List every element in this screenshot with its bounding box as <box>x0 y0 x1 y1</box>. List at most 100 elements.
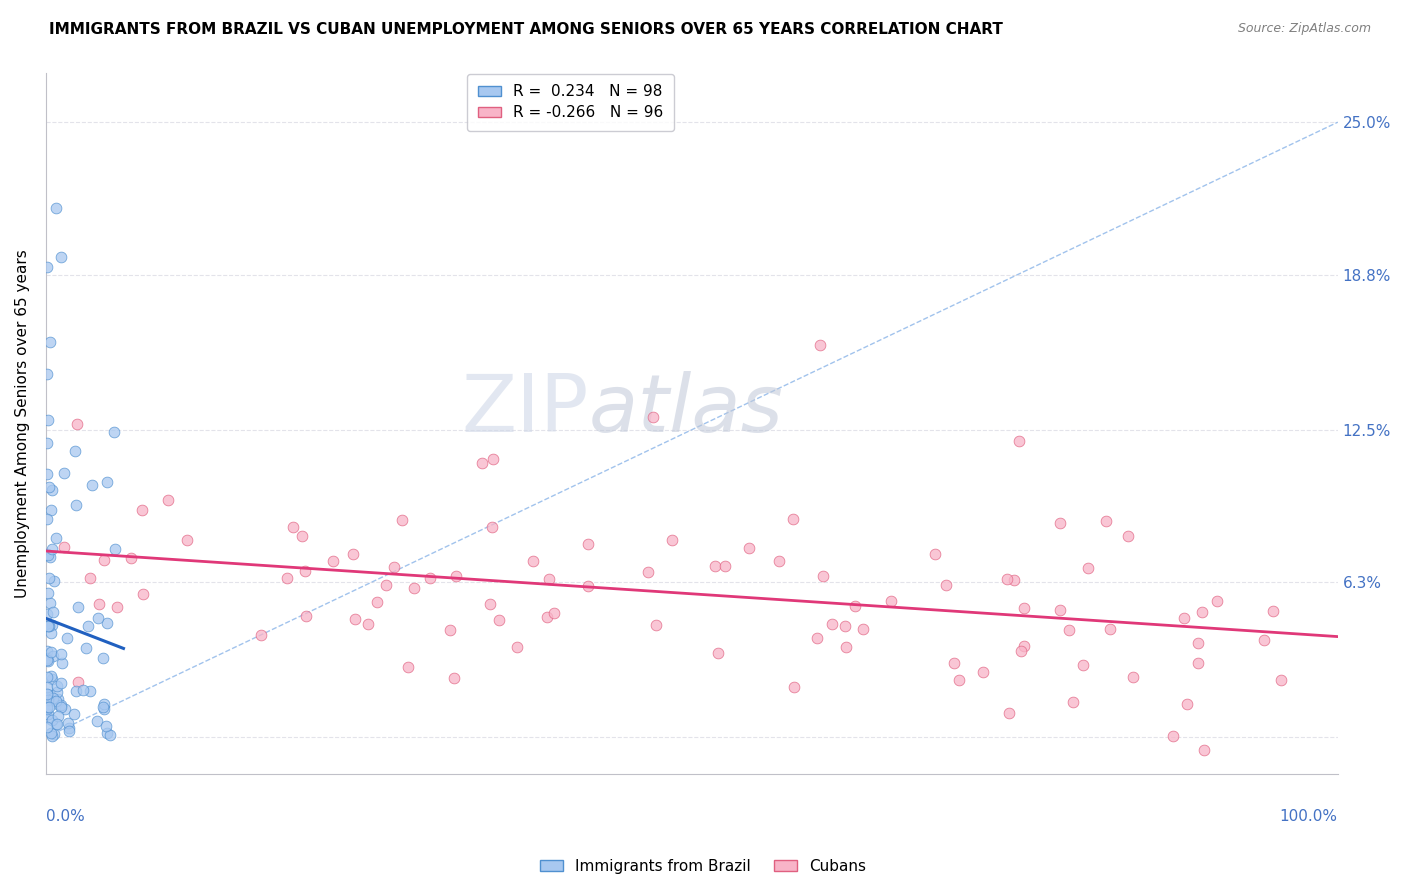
Point <box>45 684 67 698</box>
Point <box>42 690 65 705</box>
Point <box>66 675 89 690</box>
Point <box>45 694 67 708</box>
Point <box>37 586 59 600</box>
Point <box>49 647 72 661</box>
Point <box>41 730 63 744</box>
Point <box>444 569 467 583</box>
Point <box>53 702 76 716</box>
Point <box>35 607 58 621</box>
Point <box>997 706 1019 720</box>
Point <box>37 619 59 633</box>
Point <box>49 700 72 714</box>
Point <box>56 716 79 731</box>
Point <box>811 569 834 583</box>
Point <box>322 554 344 568</box>
Point <box>39 668 62 682</box>
Point <box>39 335 62 350</box>
Point <box>342 547 364 561</box>
Point <box>419 571 441 585</box>
Point <box>443 672 465 686</box>
Legend: R =  0.234   N = 98, R = -0.266   N = 96: R = 0.234 N = 98, R = -0.266 N = 96 <box>467 74 673 131</box>
Text: atlas: atlas <box>589 370 783 449</box>
Point <box>65 498 87 512</box>
Point <box>35 670 58 684</box>
Point <box>374 578 396 592</box>
Point <box>294 609 316 624</box>
Point <box>35 680 58 694</box>
Point <box>806 631 828 645</box>
Point <box>808 338 831 352</box>
Point <box>51 698 73 712</box>
Point <box>37 436 59 450</box>
Point <box>35 467 58 481</box>
Point <box>45 717 67 731</box>
Point <box>37 619 59 633</box>
Text: ZIP: ZIP <box>461 370 589 449</box>
Point <box>39 645 62 659</box>
Point <box>1012 601 1035 615</box>
Point <box>82 478 104 492</box>
Point <box>478 597 501 611</box>
Point <box>536 610 558 624</box>
Point <box>38 596 60 610</box>
Point <box>45 202 67 216</box>
Point <box>283 520 305 534</box>
Point <box>439 623 461 637</box>
Point <box>38 479 60 493</box>
Point <box>37 548 59 562</box>
Point <box>35 367 58 381</box>
Point <box>46 692 69 706</box>
Point <box>35 512 58 526</box>
Point <box>537 572 560 586</box>
Point <box>41 713 63 727</box>
Point <box>1116 529 1139 543</box>
Point <box>41 618 63 632</box>
Point <box>87 598 110 612</box>
Point <box>46 680 69 694</box>
Point <box>834 618 856 632</box>
Text: 0.0%: 0.0% <box>46 809 84 824</box>
Point <box>1049 603 1071 617</box>
Point <box>37 413 59 427</box>
Point <box>76 619 98 633</box>
Point <box>38 572 60 586</box>
Point <box>53 466 76 480</box>
Point <box>66 600 89 615</box>
Point <box>402 582 425 596</box>
Point <box>924 547 946 561</box>
Point <box>96 475 118 489</box>
Point <box>93 702 115 716</box>
Point <box>65 684 87 698</box>
Point <box>357 616 380 631</box>
Point <box>96 725 118 739</box>
Point <box>644 617 666 632</box>
Point <box>576 578 599 592</box>
Point <box>63 707 86 722</box>
Point <box>738 541 761 555</box>
Point <box>661 533 683 548</box>
Point <box>366 594 388 608</box>
Point <box>249 628 271 642</box>
Point <box>943 656 966 670</box>
Point <box>41 672 63 686</box>
Point <box>63 444 86 458</box>
Point <box>96 615 118 630</box>
Point <box>703 558 725 573</box>
Point <box>294 564 316 578</box>
Point <box>35 260 58 275</box>
Point <box>38 619 60 633</box>
Point <box>49 676 72 690</box>
Point <box>35 689 58 703</box>
Point <box>1122 670 1144 684</box>
Point <box>707 646 730 660</box>
Point <box>1173 611 1195 625</box>
Point <box>482 452 505 467</box>
Text: IMMIGRANTS FROM BRAZIL VS CUBAN UNEMPLOYMENT AMONG SENIORS OVER 65 YEARS CORRELA: IMMIGRANTS FROM BRAZIL VS CUBAN UNEMPLOY… <box>49 22 1002 37</box>
Point <box>75 640 97 655</box>
Point <box>176 533 198 548</box>
Point <box>713 558 735 573</box>
Point <box>38 700 60 714</box>
Point <box>55 632 77 646</box>
Point <box>382 559 405 574</box>
Point <box>91 650 114 665</box>
